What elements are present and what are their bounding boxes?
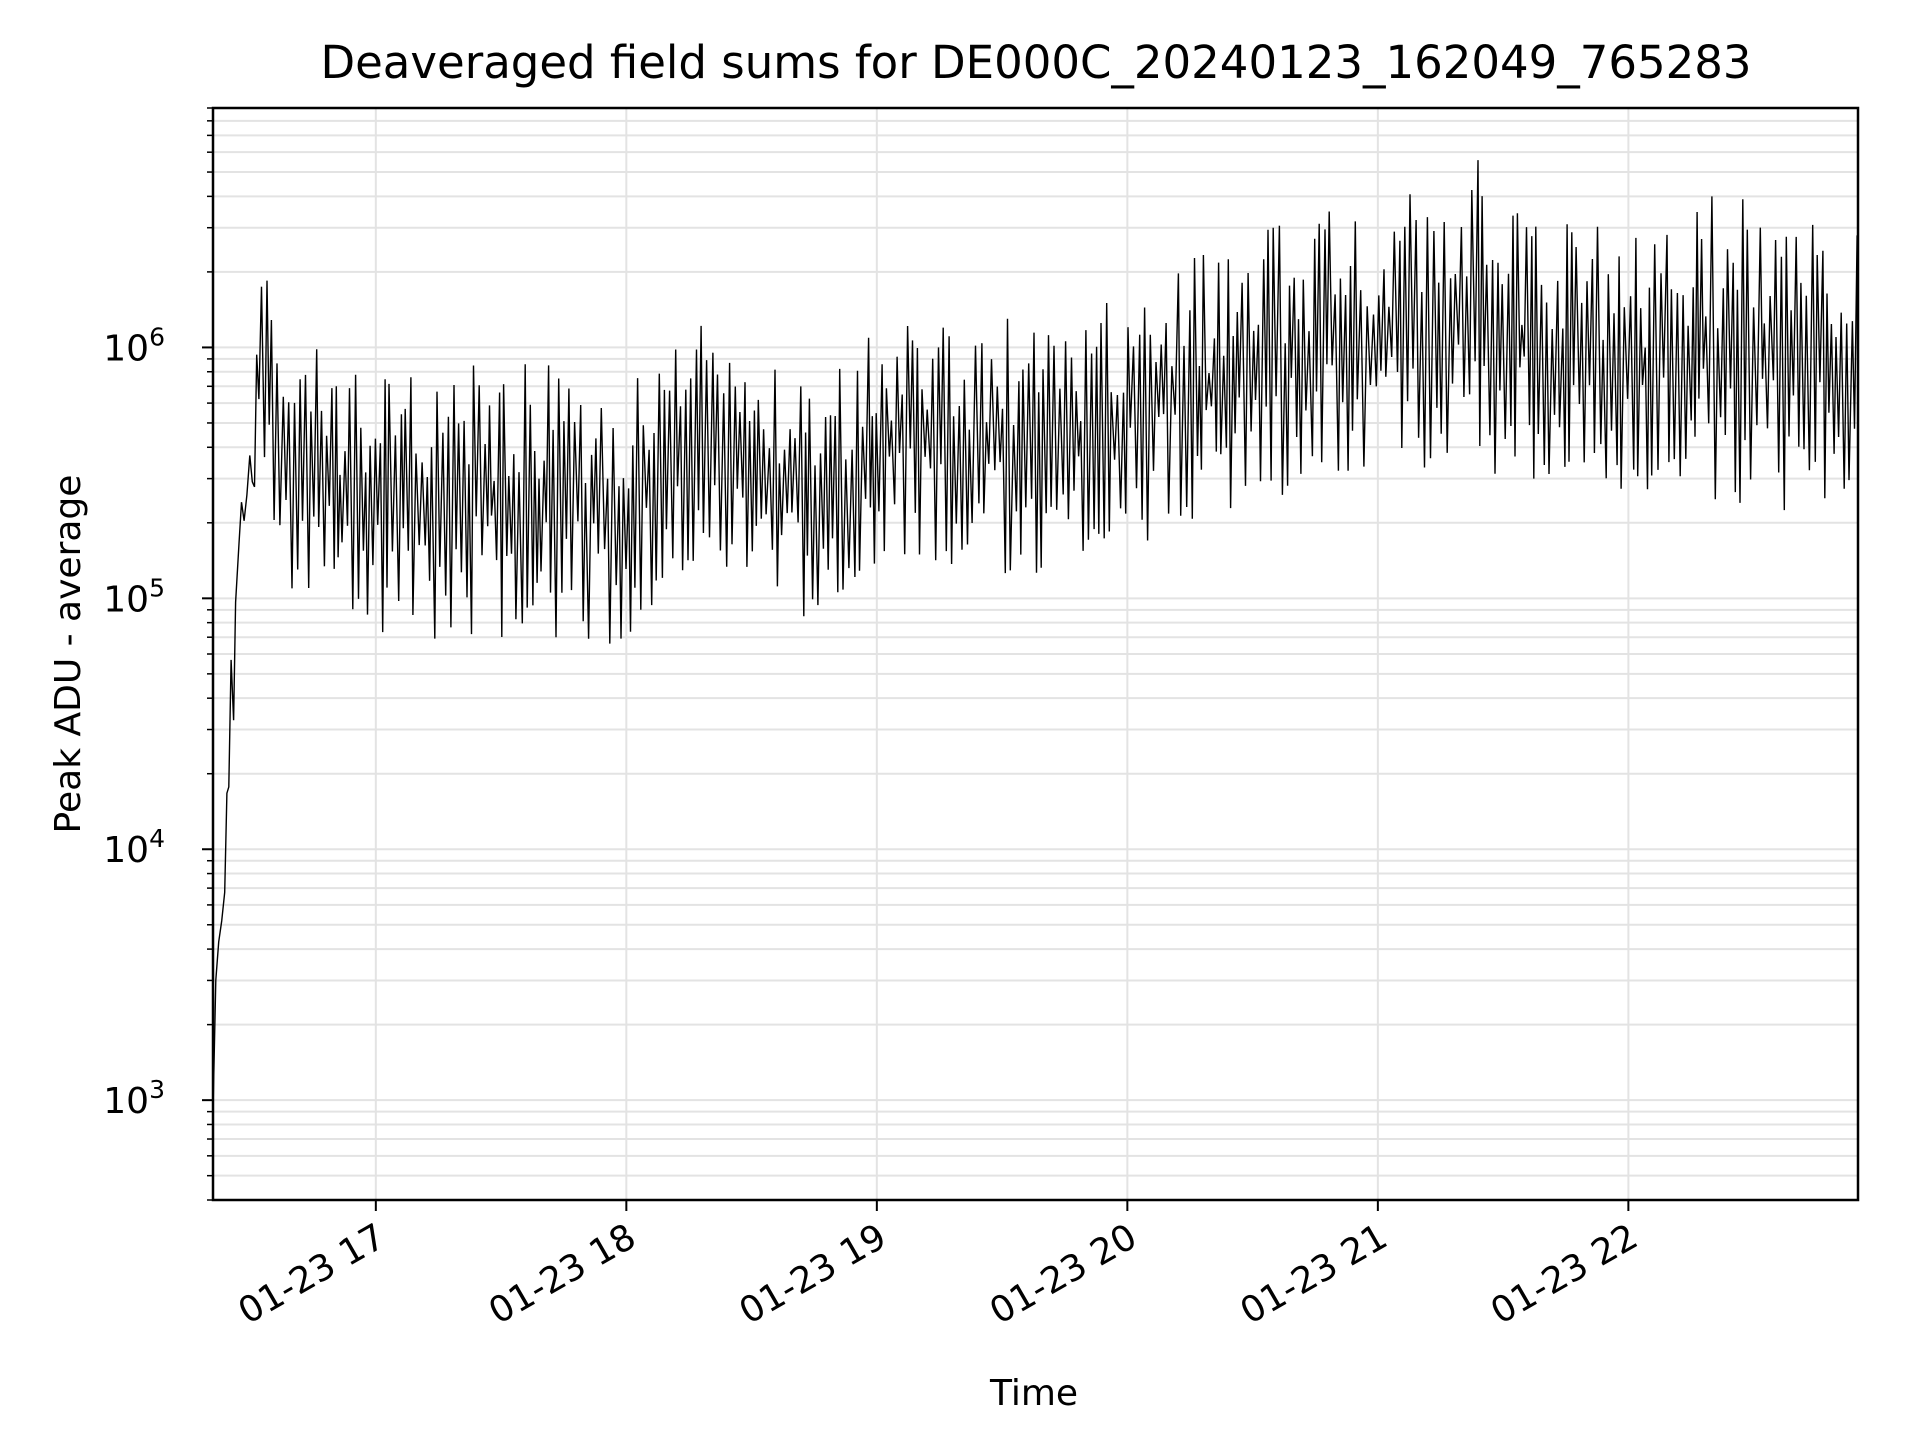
y-tick-exponent: 3: [149, 1075, 165, 1104]
y-tick-label: 105: [103, 573, 165, 620]
x-axis-label: Time: [989, 1373, 1078, 1414]
y-tick-label: 103: [103, 1075, 165, 1122]
y-tick-base: 10: [103, 830, 149, 871]
y-tick-base: 10: [103, 579, 149, 620]
grid-layer: [213, 107, 1858, 1201]
series-line: [212, 160, 1859, 1112]
y-tick-base: 10: [103, 1081, 149, 1122]
y-tick-base: 10: [103, 328, 149, 369]
series-layer: [212, 160, 1859, 1112]
y-axis-label: Peak ADU - average: [48, 475, 89, 834]
y-tick-label: 106: [103, 322, 165, 369]
y-tick-exponent: 4: [149, 824, 165, 853]
y-tick-label: 104: [103, 824, 165, 871]
y-tick-exponent: 6: [149, 322, 165, 351]
chart-title: Deaveraged field sums for DE000C_2024012…: [320, 36, 1751, 89]
y-tick-exponent: 5: [149, 573, 165, 602]
